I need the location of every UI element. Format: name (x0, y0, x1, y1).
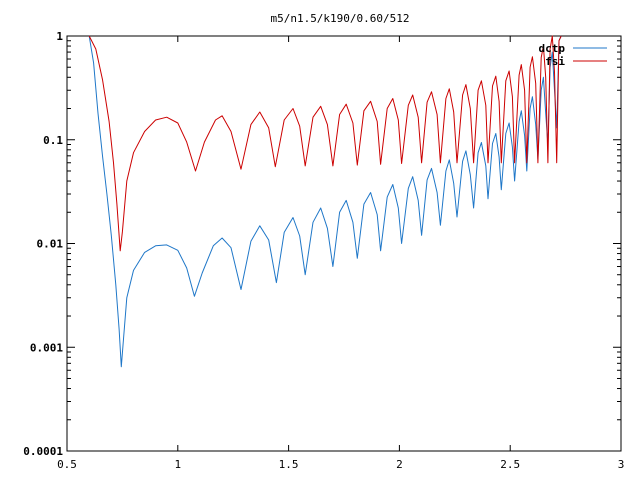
y-tick-label: 1 (56, 30, 63, 43)
chart-title: m5/n1.5/k190/0.60/512 (270, 12, 409, 25)
y-tick-label: 0.1 (43, 134, 63, 147)
y-tick-label: 0.01 (37, 238, 64, 251)
x-tick-label: 0.5 (57, 458, 77, 471)
series-line-dctp (88, 35, 562, 368)
x-tick-label: 1.5 (279, 458, 299, 471)
legend-label-dctp: dctp (539, 42, 566, 55)
y-tick-label: 0.001 (30, 341, 63, 354)
x-tick-label: 1 (174, 458, 181, 471)
axes: 0.5 1 1.5 2 2.5 3 0.0001 0.001 0.01 0.1 1 (23, 30, 624, 471)
x-tick-label: 2 (396, 458, 403, 471)
series-line-fsi (88, 35, 562, 252)
legend-label-fsi: fsi (545, 55, 565, 68)
series-layer (88, 35, 562, 368)
y-tick-label: 0.0001 (23, 445, 63, 458)
x-tick-label: 2.5 (500, 458, 520, 471)
plot-frame (66, 35, 622, 452)
x-tick-label: 3 (618, 458, 625, 471)
